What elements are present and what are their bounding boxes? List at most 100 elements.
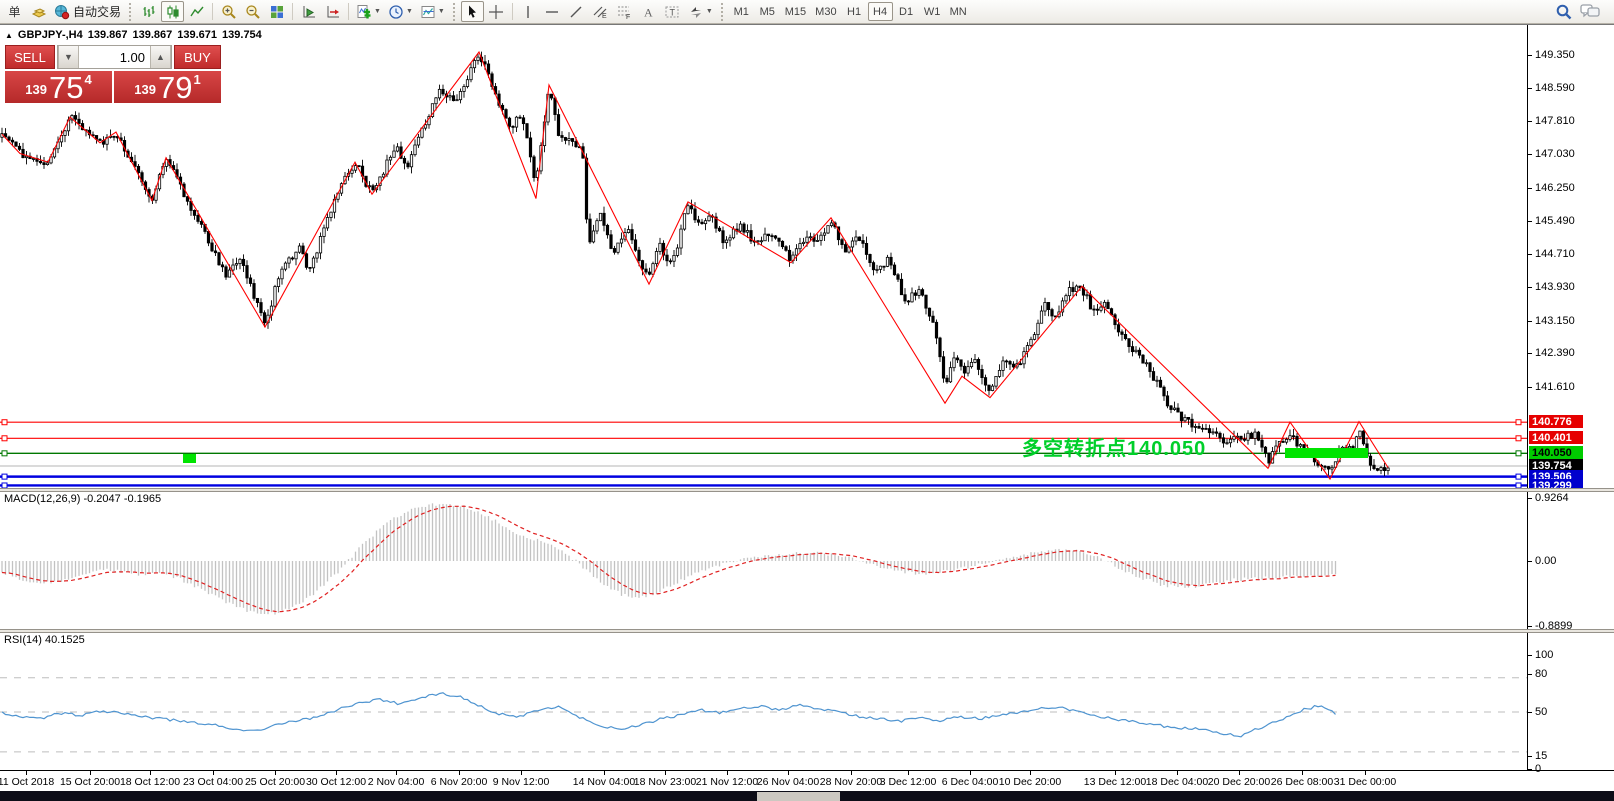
- volume-input[interactable]: 1.00: [79, 46, 150, 68]
- line-chart-button[interactable]: [185, 1, 208, 22]
- bottom-strip: [0, 791, 1614, 801]
- axis-tick-label: 0.9264: [1535, 492, 1569, 504]
- date-tick-label: 6 Dec 04:00: [941, 776, 999, 788]
- templates-icon: [421, 5, 435, 18]
- auto-scroll-button[interactable]: [297, 1, 320, 22]
- pane-splitter[interactable]: [0, 629, 1614, 633]
- date-tick-label: 28 Nov 20:00: [819, 776, 883, 788]
- arrows-button[interactable]: ▼: [685, 1, 716, 22]
- timeframe-D1[interactable]: D1: [894, 2, 919, 21]
- main-chart-canvas[interactable]: [0, 25, 1527, 488]
- toolbar: 单 自动交易: [0, 0, 1614, 24]
- text-icon: A: [644, 5, 653, 19]
- axis-tick-label: 0.00: [1535, 555, 1557, 567]
- timeframe-M30[interactable]: M30: [811, 2, 840, 21]
- trendline-icon: [570, 6, 582, 17]
- zoom-out-button[interactable]: [241, 1, 264, 22]
- main-chart-pane[interactable]: ▲ GBPJPY-,H4 139.867 139.867 139.671 139…: [0, 25, 1527, 488]
- zoom-in-button[interactable]: [217, 1, 240, 22]
- volume-decrease-button[interactable]: ▼: [58, 46, 79, 68]
- periods-button[interactable]: ▼: [385, 1, 416, 22]
- text-label-button[interactable]: T: [661, 1, 684, 22]
- equidistant-channel-icon: E: [593, 6, 607, 20]
- timeframe-MN[interactable]: MN: [946, 2, 971, 21]
- bar-chart-button[interactable]: [137, 1, 160, 22]
- buy-price-big: 79: [157, 69, 193, 105]
- zoom-out-icon: [245, 4, 260, 19]
- indicators-button[interactable]: ▼: [353, 1, 384, 22]
- macd-label: MACD(12,26,9) -0.2047 -0.1965: [4, 493, 162, 505]
- buy-price-display[interactable]: 139 79 1: [114, 71, 221, 103]
- templates-button[interactable]: ▼: [417, 1, 448, 22]
- gold-badge-icon: [31, 7, 46, 18]
- sell-price-display[interactable]: 139 75 4: [5, 71, 112, 103]
- line-chart-icon: [189, 6, 204, 16]
- rsi-canvas[interactable]: [0, 633, 1527, 770]
- ohlc-high: 139.867: [132, 29, 173, 41]
- autotrading-button[interactable]: 自动交易: [51, 1, 124, 22]
- buy-button[interactable]: BUY: [174, 45, 221, 69]
- horizontal-line-button[interactable]: [541, 1, 564, 22]
- chat-button[interactable]: [1577, 1, 1603, 22]
- shift-chart-icon: [327, 5, 339, 17]
- axis-tick-label: 142.390: [1535, 347, 1575, 359]
- date-tick-label: 6 Nov 20:00: [430, 776, 488, 788]
- text-button[interactable]: A: [637, 1, 660, 22]
- trendline-button[interactable]: [565, 1, 588, 22]
- bar-chart-icon: [143, 5, 155, 17]
- vertical-line-icon: [527, 5, 530, 18]
- timeframe-W1[interactable]: W1: [920, 2, 945, 21]
- svg-text:A: A: [644, 5, 653, 19]
- shift-chart-button[interactable]: [321, 1, 344, 22]
- date-tick-label: 11 Oct 2018: [0, 776, 55, 788]
- axis-separator-line: [0, 770, 1614, 771]
- vertical-line-button[interactable]: [517, 1, 540, 22]
- scrollbar-thumb[interactable]: [757, 792, 840, 801]
- timeframe-H4[interactable]: H4: [867, 2, 893, 21]
- cursor-button[interactable]: [460, 1, 484, 22]
- search-button[interactable]: [1552, 1, 1576, 22]
- volume-increase-button[interactable]: ▲: [150, 46, 171, 68]
- collapse-panel-arrow[interactable]: ▲: [5, 30, 13, 40]
- toolbar-grip[interactable]: [719, 2, 725, 21]
- new-order-button[interactable]: 单: [3, 1, 26, 22]
- price-axis[interactable]: 149.350 148.590 147.810 147.030 146.250 145.4…: [1527, 25, 1614, 775]
- cursor-icon: [469, 5, 477, 18]
- toolbar-grip[interactable]: [128, 2, 134, 21]
- date-tick-label: 23 Oct 04:00: [182, 776, 244, 788]
- ohlc-close: 139.754: [222, 29, 262, 41]
- crosshair-button[interactable]: [485, 1, 508, 22]
- timeframe-M5[interactable]: M5: [755, 2, 780, 21]
- pane-splitter[interactable]: [0, 488, 1614, 492]
- sell-button[interactable]: SELL: [5, 45, 55, 69]
- axis-tick-label: 145.490: [1535, 215, 1575, 227]
- toolbar-grip[interactable]: [451, 2, 457, 21]
- axis-tick-label: 100: [1535, 649, 1554, 661]
- date-tick-label: 13 Dec 12:00: [1083, 776, 1147, 788]
- chat-icon: [1580, 4, 1600, 18]
- one-click-trading-panel: SELL ▼ 1.00 ▲ BUY 139 75 4: [5, 45, 221, 103]
- annotation-text[interactable]: 多空转折点140.050: [1022, 438, 1207, 460]
- equidistant-channel-button[interactable]: E: [589, 1, 612, 22]
- timeframe-M1[interactable]: M1: [729, 2, 754, 21]
- fibonacci-button[interactable]: F: [613, 1, 636, 22]
- date-axis[interactable]: 11 Oct 2018 15 Oct 20:00 18 Oct 12:00 23 Oc…: [0, 771, 1527, 791]
- fibonacci-icon: F: [618, 6, 631, 20]
- timeframe-H1[interactable]: H1: [842, 2, 867, 21]
- symbol-header: ▲ GBPJPY-,H4 139.867 139.867 139.671 139…: [5, 29, 262, 41]
- autotrading-label: 自动交易: [73, 5, 122, 19]
- timeframe-M15[interactable]: M15: [781, 2, 810, 21]
- chart-window: ▲ GBPJPY-,H4 139.867 139.867 139.671 139…: [0, 24, 1614, 801]
- tile-windows-button[interactable]: [265, 1, 288, 22]
- axis-tick-label: 141.610: [1535, 381, 1575, 393]
- macd-pane[interactable]: MACD(12,26,9) -0.2047 -0.1965: [0, 492, 1527, 629]
- date-tick-label: 10 Dec 20:00: [998, 776, 1062, 788]
- candlestick-chart-button[interactable]: [161, 1, 185, 22]
- macd-canvas[interactable]: [0, 492, 1527, 629]
- date-tick-label: 2 Nov 04:00: [367, 776, 425, 788]
- axis-tick-label: 146.250: [1535, 182, 1575, 194]
- gold-badge-button[interactable]: [27, 1, 50, 22]
- date-tick-label: 26 Nov 04:00: [756, 776, 820, 788]
- rsi-pane[interactable]: RSI(14) 40.1525: [0, 633, 1527, 770]
